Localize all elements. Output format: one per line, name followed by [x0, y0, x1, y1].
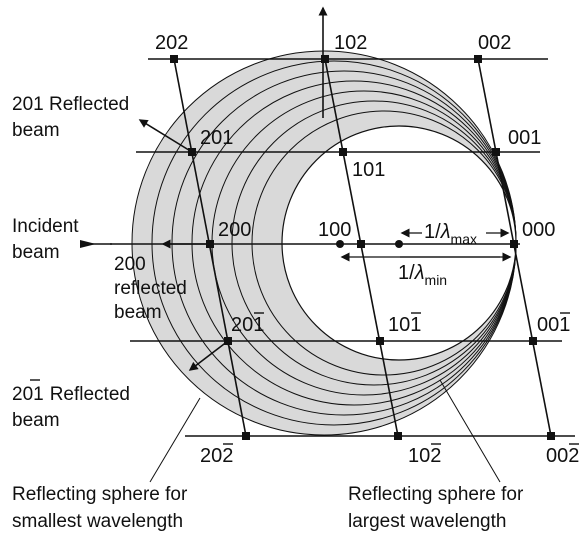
lattice-point-00m2: [547, 432, 555, 440]
label-00m2: 002: [546, 445, 579, 467]
label-20m1: 201: [231, 314, 264, 336]
lattice-point-200: [206, 240, 214, 248]
lattice-point-201: [188, 148, 196, 156]
label-000: 000: [522, 219, 555, 241]
label-101: 101: [352, 159, 385, 181]
lattice-point-002: [474, 55, 482, 63]
incident-beam-head: [80, 240, 96, 248]
lattice-point-20m1: [224, 337, 232, 345]
annotation-20m1-reflected-beam: 201 Reflected beam: [12, 384, 135, 431]
lattice-point-100: [357, 240, 365, 248]
label-002: 002: [478, 32, 511, 54]
annotation-incident-beam: Incident beam: [12, 216, 84, 263]
lattice-point-101: [339, 148, 347, 156]
reflected-beam-20m1: [188, 340, 229, 371]
label-10m2: 102: [408, 445, 441, 467]
label-00m1: 001: [537, 314, 570, 336]
label-200: 200: [218, 219, 251, 241]
negative-index-overbars: [30, 312, 579, 445]
label-100: 100: [318, 219, 351, 241]
lattice-point-10m2: [394, 432, 402, 440]
label-lambda-max: 1/λmax: [424, 221, 477, 247]
leader-lines: [149, 379, 501, 483]
wavelength-labels: 1/λmax 1/λmin: [398, 221, 477, 288]
reflected-beam-201: [138, 119, 193, 153]
lattice-point-00m1: [529, 337, 537, 345]
annotation-largest-wavelength-sphere: Reflecting sphere for largest wavelength: [348, 484, 529, 532]
lattice-point-10m1: [376, 337, 384, 345]
sphere-centre-smallest: [336, 240, 344, 248]
label-lambda-min: 1/λmin: [398, 262, 447, 288]
annotation-200-reflected-beam: 200 reflected beam: [114, 254, 192, 323]
leader-smallest-sphere: [149, 397, 201, 483]
lattice-point-labels: 202 102 002 201 101 001 200 100 000 201 …: [155, 32, 579, 467]
lattice-point-000: [510, 240, 518, 248]
label-202: 202: [155, 32, 188, 54]
lattice-point-001: [492, 148, 500, 156]
lattice-point-202: [170, 55, 178, 63]
label-10m1: 101: [388, 314, 421, 336]
annotation-201-reflected-beam: 201 Reflected beam: [12, 94, 135, 141]
label-102: 102: [334, 32, 367, 54]
label-201: 201: [200, 127, 233, 149]
label-20m2: 202: [200, 445, 233, 467]
annotation-smallest-wavelength-sphere: Reflecting sphere for smallest wavelengt…: [12, 484, 193, 532]
sphere-centre-largest: [395, 240, 403, 248]
beam-annotations: 201 Reflected beam Incident beam 200 ref…: [12, 94, 529, 532]
lattice-point-20m2: [242, 432, 250, 440]
label-001: 001: [508, 127, 541, 149]
lattice-points: [170, 55, 555, 440]
leader-largest-sphere: [439, 379, 501, 483]
wavelength-dimensions: [340, 228, 512, 262]
lattice-point-102: [321, 55, 329, 63]
